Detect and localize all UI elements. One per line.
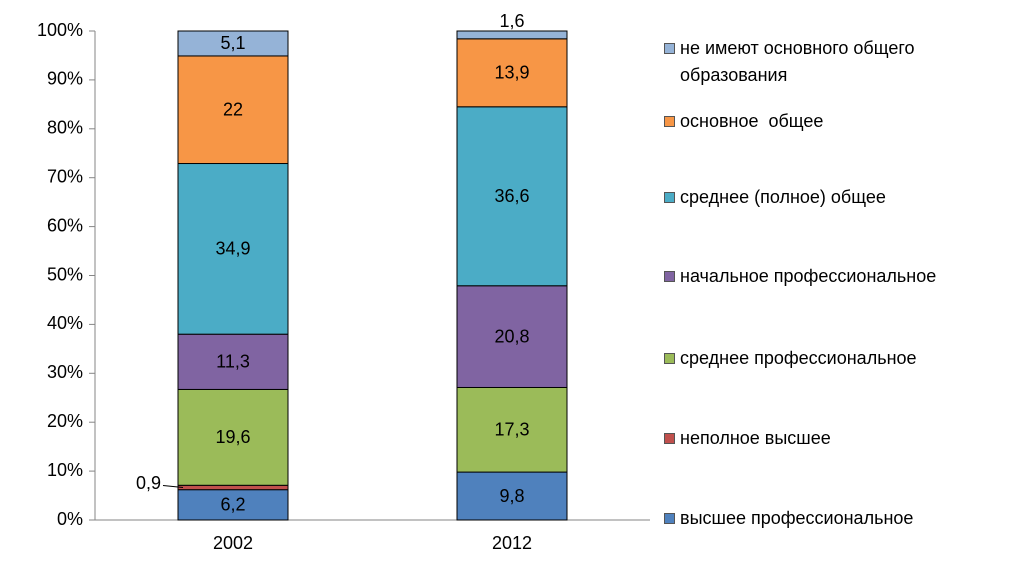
data-label: 1,6 xyxy=(499,11,524,31)
bar-segment xyxy=(456,38,568,108)
data-label: 17,3 xyxy=(494,420,529,440)
y-tick-label: 90% xyxy=(47,69,83,89)
legend-label: неполное высшее xyxy=(680,428,831,448)
data-label: 11,3 xyxy=(216,352,250,372)
bar-segment xyxy=(456,30,568,40)
data-label: 19,6 xyxy=(215,427,250,447)
leader-line xyxy=(162,484,184,488)
legend-label: начальное профессиональное xyxy=(680,266,937,286)
x-tick-label: 2012 xyxy=(492,533,532,553)
data-label: 13,9 xyxy=(494,63,529,83)
bar-segment xyxy=(177,484,289,491)
bar-segment xyxy=(177,163,289,335)
bar-segment xyxy=(456,386,568,473)
legend-label: не имеют основного общего образования xyxy=(680,38,920,85)
legend-label: высшее профессиональное xyxy=(680,508,914,528)
data-label: 20,8 xyxy=(494,326,529,346)
y-tick-label: 60% xyxy=(47,215,83,235)
legend-swatch xyxy=(664,192,675,203)
legend-swatch xyxy=(664,43,675,54)
y-tick-label: 100% xyxy=(37,20,83,40)
y-tick-label: 80% xyxy=(47,118,83,138)
legend-item: высшее профессиональное xyxy=(664,505,1012,532)
y-tick-label: 40% xyxy=(47,313,83,333)
legend-label: среднее профессиональное xyxy=(680,348,917,368)
bar-segment xyxy=(456,285,568,388)
y-tick-label: 30% xyxy=(47,362,83,382)
legend-item: основное общее xyxy=(664,108,1012,135)
legend-label: основное общее xyxy=(680,111,824,131)
y-tick-label: 50% xyxy=(47,264,83,284)
legend-swatch xyxy=(664,271,675,282)
data-label: 9,8 xyxy=(499,486,524,506)
legend-swatch xyxy=(664,116,675,127)
x-tick-label: 2002 xyxy=(213,533,253,553)
legend-item: неполное высшее xyxy=(664,425,1012,452)
bar-segment xyxy=(177,333,289,390)
data-label: 34,9 xyxy=(215,239,250,259)
legend-item: среднее (полное) общее xyxy=(664,184,1012,211)
data-label: 36,6 xyxy=(494,186,529,206)
y-tick-label: 0% xyxy=(57,509,83,529)
legend-item: не имеют основного общего образования xyxy=(664,35,1012,89)
y-tick-label: 20% xyxy=(47,411,83,431)
legend-item: среднее профессиональное xyxy=(664,345,1012,372)
bar-segment xyxy=(456,471,568,521)
bar-segment xyxy=(177,489,289,521)
bar-segment xyxy=(177,55,289,165)
bar-segment xyxy=(177,30,289,57)
legend-swatch xyxy=(664,513,675,524)
legend-swatch xyxy=(664,433,675,444)
y-tick-label: 70% xyxy=(47,166,83,186)
bar-segment xyxy=(177,388,289,486)
bar-segment xyxy=(456,106,568,287)
data-label: 0,9 xyxy=(136,473,161,493)
legend-label: среднее (полное) общее xyxy=(680,187,886,207)
data-label: 5,1 xyxy=(220,33,245,53)
legend-swatch xyxy=(664,353,675,364)
data-label: 22 xyxy=(223,99,243,119)
legend-item: начальное профессиональное xyxy=(664,263,1012,290)
y-tick-label: 10% xyxy=(47,460,83,480)
data-label: 6,2 xyxy=(220,495,245,515)
